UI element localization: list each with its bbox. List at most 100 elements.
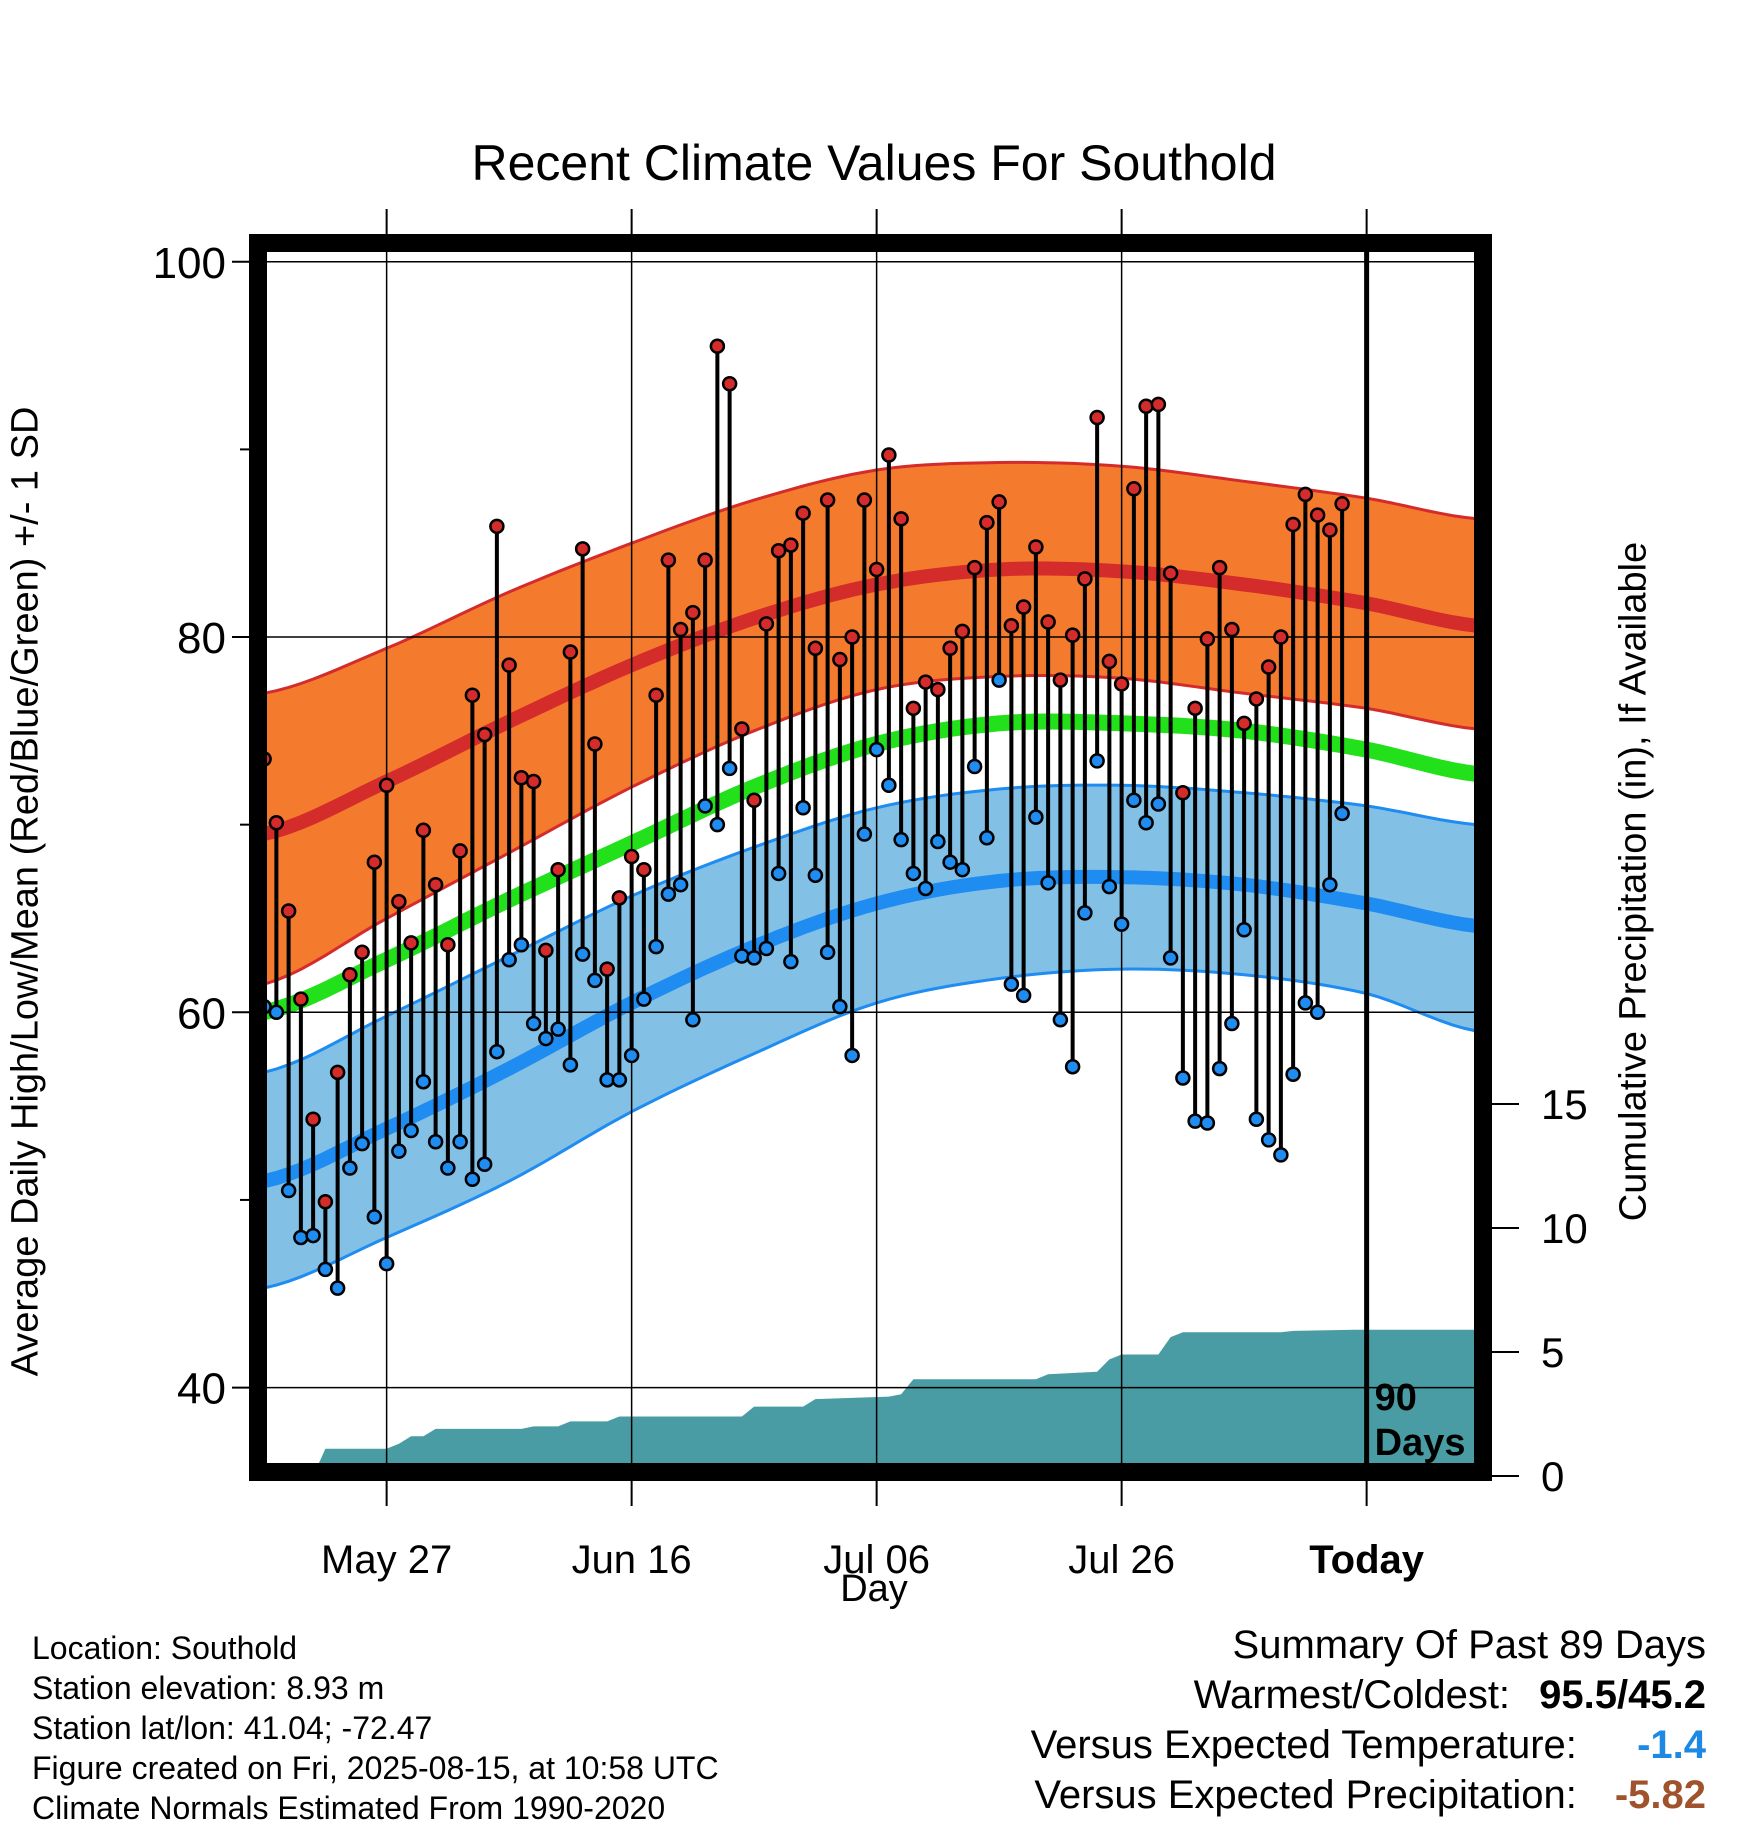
obs-high-point bbox=[1248, 691, 1265, 707]
x-tick-label: Jul 06 bbox=[823, 1538, 930, 1582]
obs-low-point bbox=[721, 760, 738, 777]
obs-high-point bbox=[1175, 785, 1191, 801]
obs-low-point bbox=[280, 1182, 297, 1199]
obs-low-point bbox=[697, 798, 713, 814]
y-right-tick-label: 0 bbox=[1541, 1453, 1564, 1500]
obs-high-point bbox=[611, 890, 628, 906]
obs-high-point bbox=[1322, 522, 1338, 538]
obs-low-point bbox=[893, 831, 909, 848]
obs-high-point bbox=[366, 854, 383, 870]
obs-low-point bbox=[501, 952, 517, 968]
obs-low-point bbox=[844, 1047, 860, 1064]
precip-deviation-label: Versus Expected Precipitation: bbox=[1034, 1773, 1577, 1817]
obs-high-point bbox=[1297, 486, 1314, 503]
obs-high-point bbox=[991, 494, 1007, 510]
obs-low-point bbox=[942, 854, 958, 870]
obs-low-point bbox=[1077, 905, 1093, 921]
observations bbox=[256, 338, 1350, 1296]
obs-high-point bbox=[832, 651, 848, 668]
station-metadata: Location: Southold Station elevation: 8.… bbox=[32, 1628, 719, 1828]
obs-low-point bbox=[1126, 792, 1142, 809]
obs-high-point bbox=[623, 848, 640, 865]
obs-low-point bbox=[1089, 753, 1105, 769]
obs-high-point bbox=[1089, 409, 1105, 426]
obs-high-point bbox=[525, 773, 542, 790]
obs-high-point bbox=[489, 518, 505, 535]
obs-low-point bbox=[427, 1134, 444, 1150]
obs-low-point bbox=[685, 1012, 701, 1028]
obs-low-point bbox=[611, 1072, 628, 1088]
obs-high-point bbox=[391, 893, 407, 910]
obs-low-point bbox=[513, 936, 530, 953]
obs-high-point bbox=[807, 640, 824, 657]
obs-low-point bbox=[1040, 875, 1056, 891]
obs-high-point bbox=[1138, 398, 1154, 414]
obs-high-point bbox=[1101, 653, 1118, 670]
obs-high-point bbox=[305, 1111, 321, 1127]
obs-low-point bbox=[783, 953, 799, 970]
obs-low-point bbox=[623, 1047, 640, 1064]
obs-low-point bbox=[660, 886, 677, 902]
location-text: Location: Southold bbox=[32, 1630, 298, 1666]
obs-high-point bbox=[1028, 539, 1044, 555]
obs-low-point bbox=[1003, 976, 1020, 992]
obs-low-point bbox=[1175, 1070, 1191, 1086]
normal-low-line bbox=[262, 869, 1478, 1188]
obs-low-point bbox=[574, 946, 591, 962]
obs-high-point bbox=[1064, 627, 1081, 643]
obs-high-point bbox=[587, 736, 603, 752]
summary-heading: Summary Of Past 89 Days bbox=[1232, 1623, 1706, 1667]
obs-low-point bbox=[452, 1134, 468, 1150]
obs-low-point bbox=[881, 777, 897, 794]
obs-high-point bbox=[538, 942, 554, 959]
obs-low-point bbox=[1028, 809, 1044, 825]
obs-low-point bbox=[1113, 916, 1130, 932]
obs-low-point bbox=[807, 867, 824, 884]
obs-low-point bbox=[770, 865, 787, 882]
y-left-tick-label: 60 bbox=[177, 989, 226, 1038]
obs-high-point bbox=[403, 935, 419, 951]
obs-low-point bbox=[1150, 796, 1167, 812]
normal-high-line bbox=[262, 561, 1478, 841]
obs-low-point bbox=[1334, 805, 1350, 822]
obs-low-point bbox=[1297, 995, 1314, 1011]
obs-low-point bbox=[1322, 876, 1338, 893]
chart-title: Recent Climate Values For Southold bbox=[471, 135, 1277, 191]
obs-low-point bbox=[868, 741, 885, 758]
obs-high-point bbox=[476, 726, 493, 743]
obs-high-point bbox=[1199, 631, 1216, 647]
obs-low-point bbox=[538, 1030, 554, 1047]
obs-high-point bbox=[770, 542, 787, 559]
obs-low-point bbox=[1162, 950, 1179, 966]
obs-high-point bbox=[1150, 396, 1167, 413]
obs-low-point bbox=[476, 1156, 493, 1173]
y-right-tick-label: 5 bbox=[1541, 1329, 1564, 1376]
normal-low-sd-band-upper-edge bbox=[263, 783, 1478, 1074]
obs-high-point bbox=[856, 492, 873, 508]
obs-high-point bbox=[550, 861, 566, 878]
obs-high-point bbox=[1273, 629, 1289, 645]
axes: 40 60 80 100 0 5 10 15 May 27 Jun 16 Jul 06 Jul 26 T… bbox=[153, 209, 1588, 1582]
summary-panel: Summary Of Past 89 Days Warmest/Coldest:… bbox=[1031, 1620, 1706, 1820]
obs-low-point bbox=[905, 865, 922, 882]
precipitation-area bbox=[264, 1329, 1484, 1476]
obs-high-point bbox=[342, 967, 358, 983]
obs-high-point bbox=[293, 991, 309, 1007]
obs-low-point bbox=[758, 940, 775, 957]
obs-high-point bbox=[1224, 621, 1240, 638]
obs-low-point bbox=[1064, 1058, 1081, 1075]
warmest-coldest-value: 95.5/45.2 bbox=[1539, 1673, 1706, 1717]
obs-high-point bbox=[1003, 618, 1020, 634]
obs-high-point bbox=[905, 700, 922, 717]
x-tick-label: Jul 26 bbox=[1068, 1538, 1175, 1582]
obs-high-point bbox=[1040, 614, 1056, 630]
obs-low-point bbox=[709, 816, 726, 833]
obs-low-point bbox=[672, 876, 689, 893]
y-left-tick-label: 40 bbox=[177, 1365, 226, 1414]
obs-high-point bbox=[636, 861, 652, 878]
obs-low-point bbox=[1224, 1015, 1240, 1032]
latlon-text: Station lat/lon: 41.04; -72.47 bbox=[32, 1710, 433, 1746]
obs-high-point bbox=[354, 944, 370, 961]
obs-low-point bbox=[550, 1021, 566, 1037]
obs-high-point bbox=[893, 511, 909, 527]
